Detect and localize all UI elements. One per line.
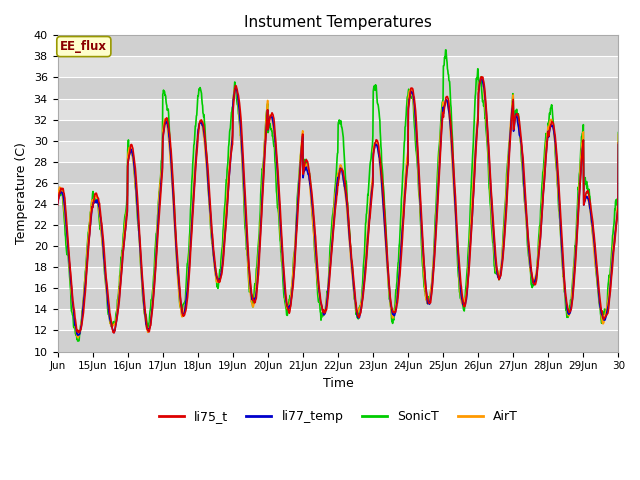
Bar xyxy=(58,288,618,309)
Bar xyxy=(58,204,618,225)
Line: SonicT: SonicT xyxy=(58,50,618,341)
li75_t xyxy=(54,202,61,208)
li77_temp xyxy=(553,163,561,168)
Bar xyxy=(58,120,618,141)
li75_t xyxy=(110,330,118,336)
li75_t xyxy=(324,298,332,304)
SonicT xyxy=(54,195,61,201)
li77_temp xyxy=(141,316,149,322)
li75_t xyxy=(614,140,622,146)
AirT xyxy=(614,132,622,137)
AirT xyxy=(470,156,478,162)
li75_t xyxy=(141,312,149,318)
Bar xyxy=(58,246,618,267)
Bar xyxy=(58,267,618,288)
SonicT xyxy=(313,280,321,286)
AirT xyxy=(313,274,321,280)
SonicT xyxy=(553,170,561,176)
li75_t xyxy=(553,155,561,160)
li75_t xyxy=(608,271,616,276)
Bar xyxy=(58,225,618,246)
Bar xyxy=(58,77,618,98)
AirT xyxy=(324,290,332,296)
AirT xyxy=(141,320,149,325)
Bar xyxy=(58,36,618,57)
AirT xyxy=(54,193,61,199)
AirT xyxy=(608,256,616,262)
li77_temp xyxy=(54,200,61,206)
li77_temp xyxy=(74,332,82,338)
SonicT xyxy=(608,246,616,252)
X-axis label: Time: Time xyxy=(323,377,353,390)
Text: EE_flux: EE_flux xyxy=(60,40,108,53)
Bar xyxy=(58,98,618,120)
li77_temp xyxy=(470,170,478,176)
AirT xyxy=(74,335,82,341)
AirT xyxy=(477,74,485,80)
SonicT xyxy=(442,47,450,53)
AirT xyxy=(553,174,561,180)
SonicT xyxy=(614,130,622,135)
li77_temp xyxy=(477,75,484,81)
Bar xyxy=(58,309,618,330)
li77_temp xyxy=(324,293,332,299)
Title: Instument Temperatures: Instument Temperatures xyxy=(244,15,432,30)
Bar xyxy=(58,162,618,183)
li75_t xyxy=(477,74,485,80)
SonicT xyxy=(141,312,149,317)
Legend: li75_t, li77_temp, SonicT, AirT: li75_t, li77_temp, SonicT, AirT xyxy=(154,405,522,428)
li75_t xyxy=(313,256,321,262)
SonicT xyxy=(74,338,81,344)
SonicT xyxy=(324,290,332,296)
Bar xyxy=(58,330,618,351)
li77_temp xyxy=(614,142,622,147)
li77_temp xyxy=(608,265,616,271)
li77_temp xyxy=(313,264,321,269)
Bar xyxy=(58,183,618,204)
Line: li77_temp: li77_temp xyxy=(58,78,618,335)
Line: AirT: AirT xyxy=(58,77,618,338)
Bar xyxy=(58,141,618,162)
Y-axis label: Temperature (C): Temperature (C) xyxy=(15,143,28,244)
Bar xyxy=(58,57,618,77)
li75_t xyxy=(470,175,478,180)
SonicT xyxy=(471,104,479,109)
Line: li75_t: li75_t xyxy=(58,77,618,333)
